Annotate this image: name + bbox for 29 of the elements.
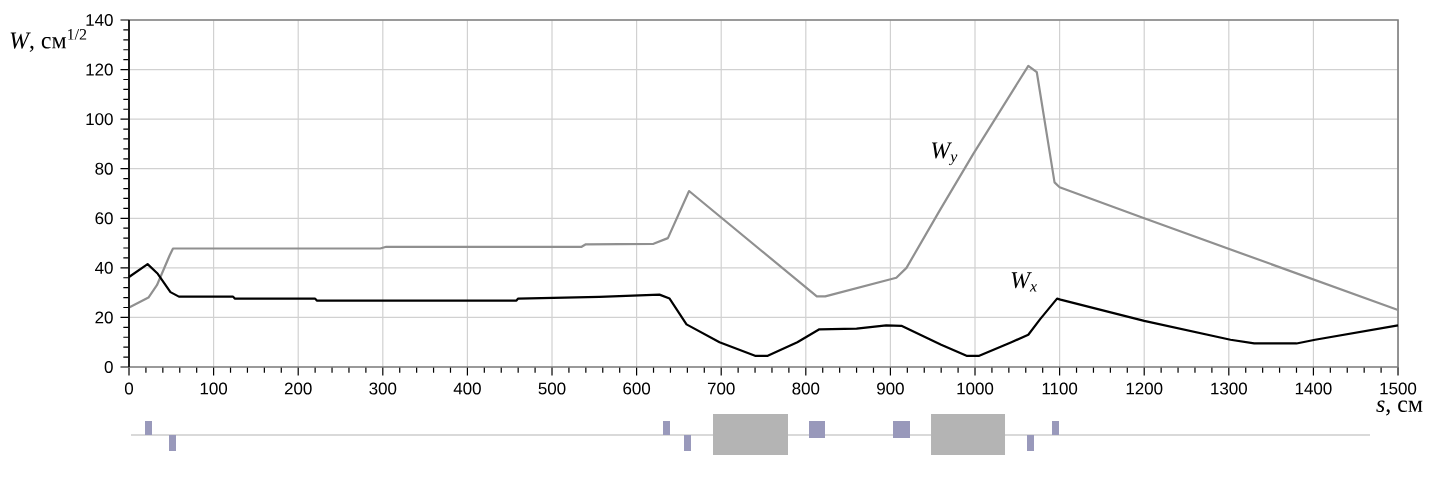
y-tick-label: 40 bbox=[94, 261, 113, 274]
y-tick-label: 0 bbox=[104, 361, 113, 373]
y-tick-label: 60 bbox=[95, 212, 113, 225]
y-axis-title: W, см$^{1/2}$ bbox=[10, 29, 87, 52]
x-tick-label: 1000 bbox=[957, 382, 994, 395]
series-label: W$_{y}$ bbox=[931, 142, 958, 166]
x-tick-label: 1400 bbox=[1295, 382, 1332, 395]
y-tick-label: 140 bbox=[86, 14, 113, 26]
x-tick-label: 1200 bbox=[1126, 382, 1163, 395]
x-axis-title: s, см bbox=[1376, 400, 1423, 416]
x-tick-label: 800 bbox=[792, 382, 820, 395]
x-tick-label: 1300 bbox=[1211, 382, 1247, 395]
y-tick-label: 80 bbox=[95, 162, 113, 175]
x-tick-label: 100 bbox=[200, 382, 228, 395]
x-tick-label: 1100 bbox=[1042, 382, 1078, 395]
y-tick-label: 120 bbox=[86, 63, 113, 76]
x-tick-label: 400 bbox=[453, 382, 481, 395]
x-tick-label: 0 bbox=[124, 382, 134, 395]
x-tick-label: 500 bbox=[538, 382, 566, 395]
x-tick-label: 1500 bbox=[1380, 382, 1417, 395]
series-label: W$_{x}$ bbox=[1011, 272, 1037, 292]
x-tick-label: 900 bbox=[877, 382, 904, 395]
line-series bbox=[127, 64, 1400, 312]
x-tick-label: 200 bbox=[284, 382, 312, 395]
x-tick-label: 600 bbox=[623, 382, 651, 395]
y-tick-label: 20 bbox=[95, 311, 113, 324]
x-tick-label: 700 bbox=[707, 382, 735, 395]
y-tick-label: 100 bbox=[86, 113, 113, 126]
x-tick-label: 300 bbox=[369, 382, 397, 395]
